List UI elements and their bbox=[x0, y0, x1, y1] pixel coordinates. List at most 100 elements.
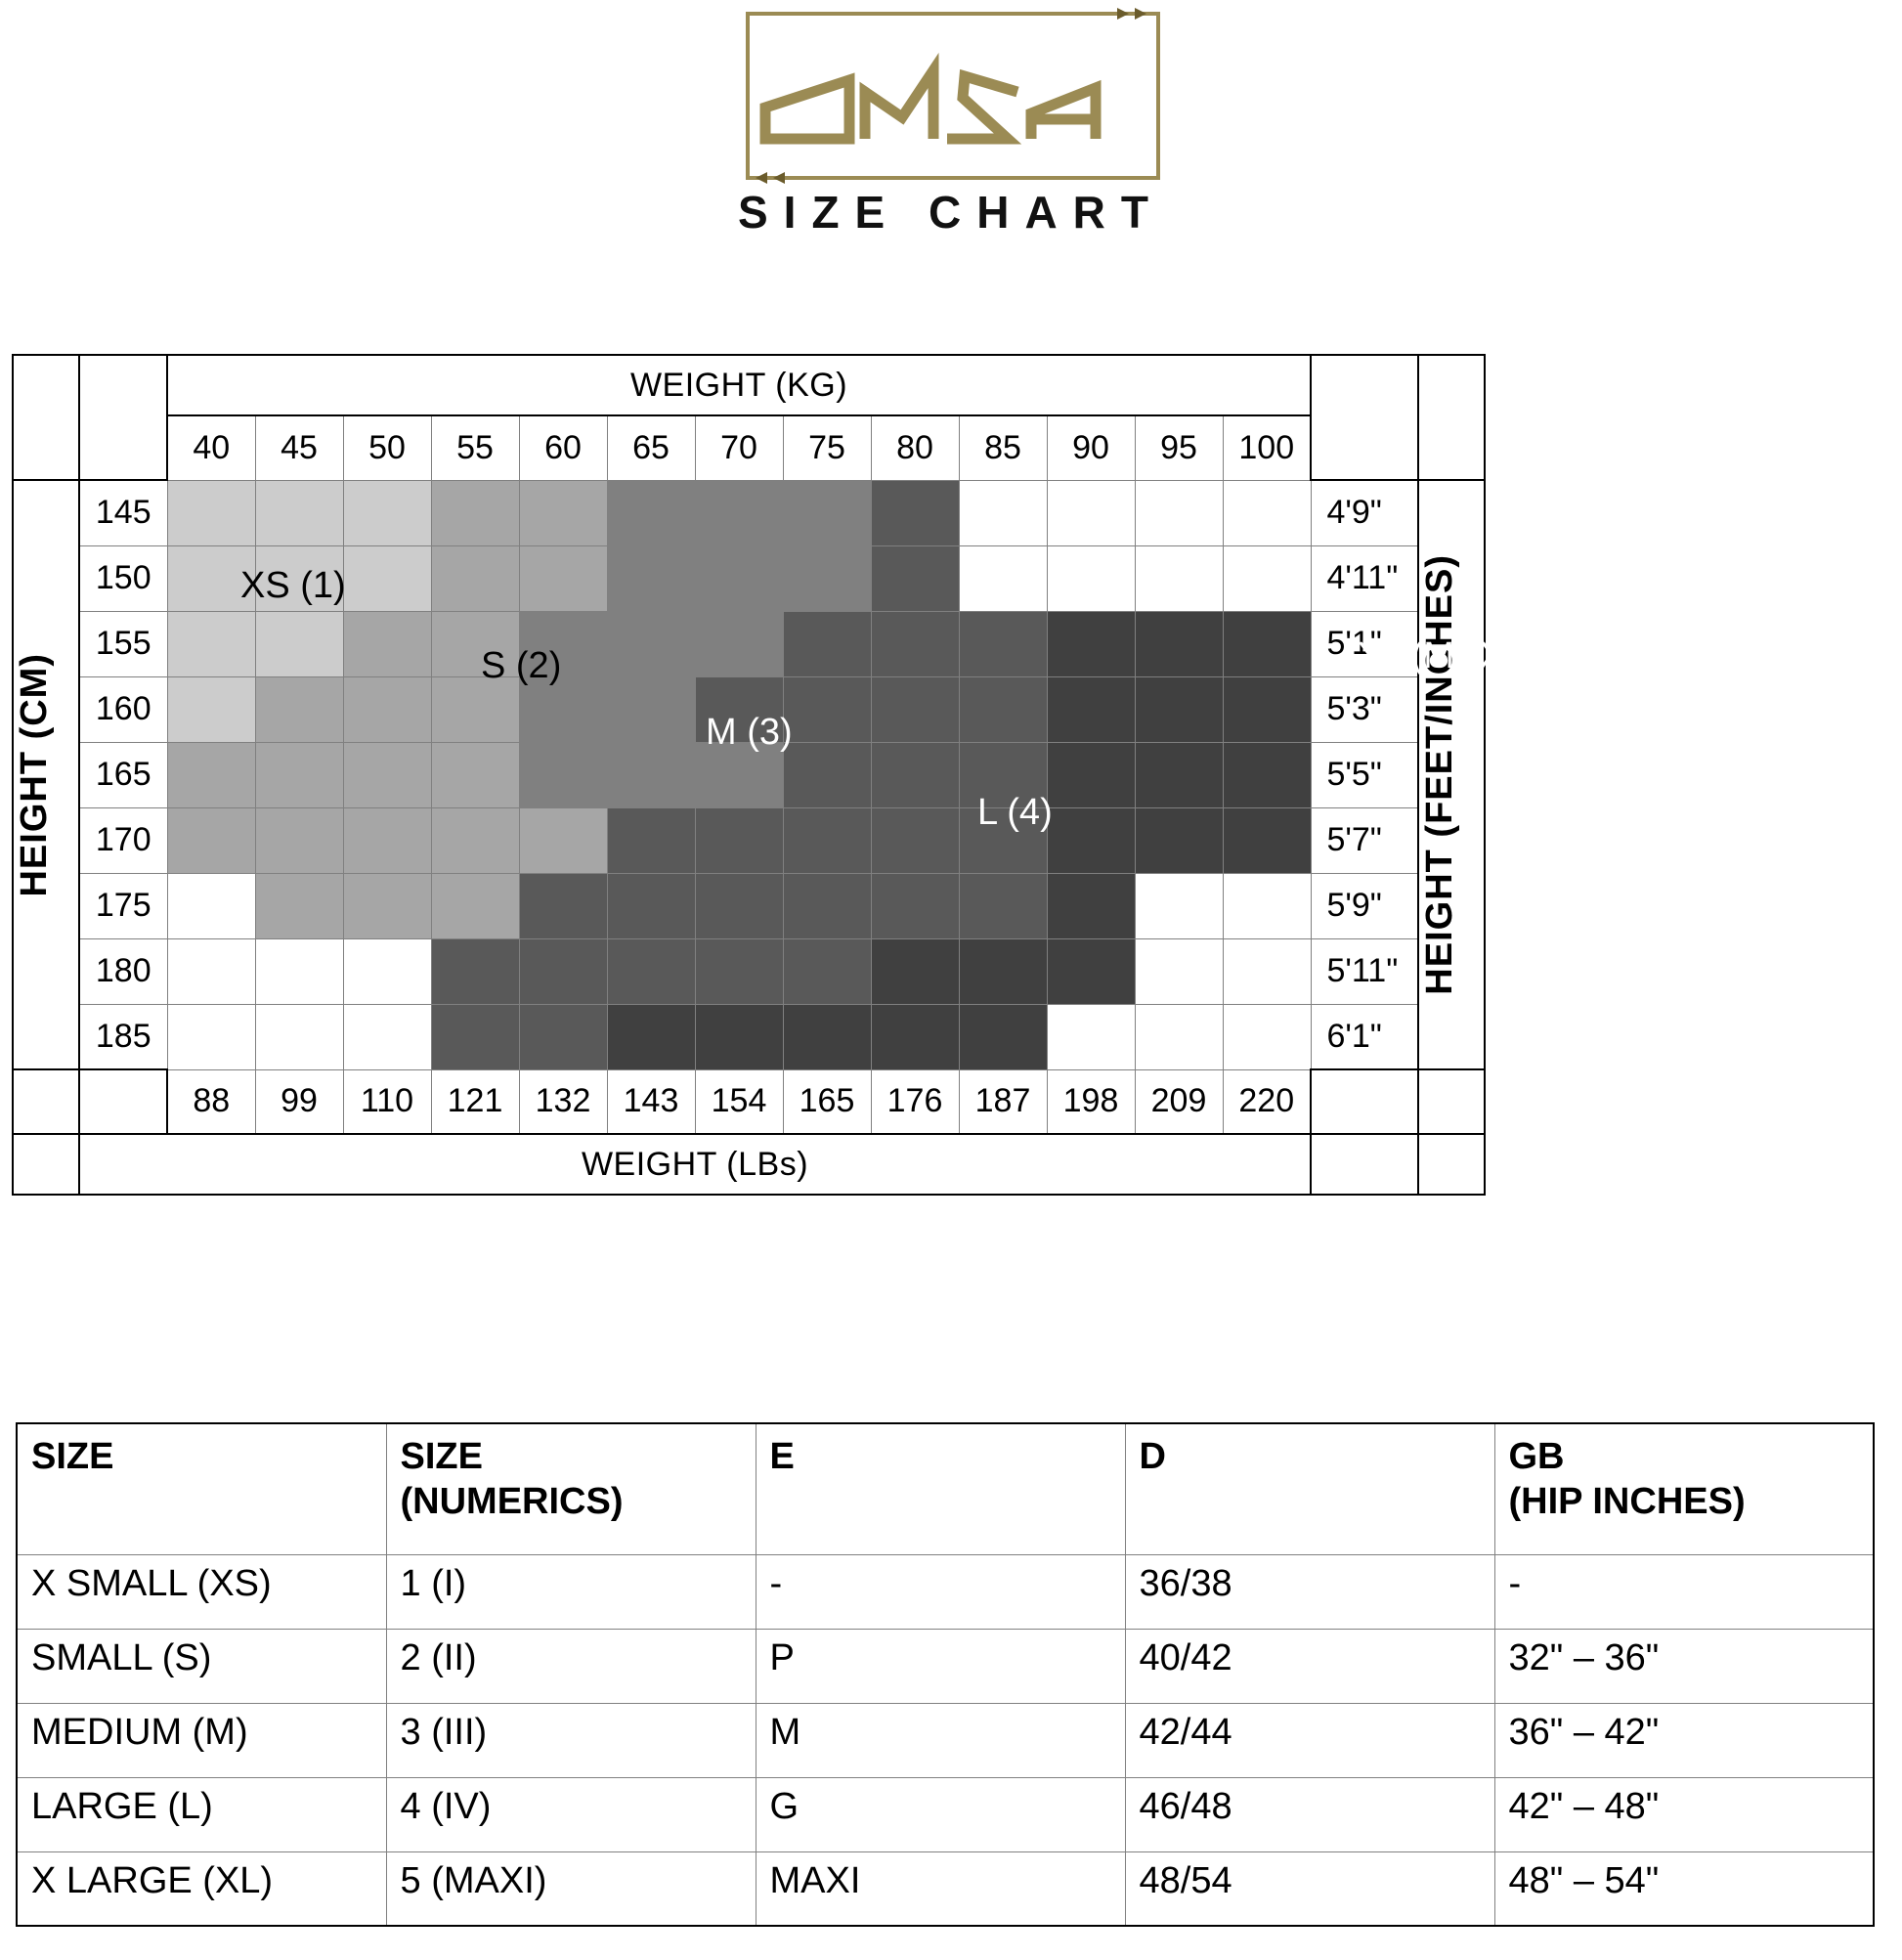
tick-cm-1: 150 bbox=[78, 544, 168, 612]
cell-185-85 bbox=[958, 1003, 1048, 1070]
logo-frame bbox=[732, 8, 1170, 184]
cell-150-45 bbox=[254, 544, 344, 612]
tick-lbs-10: 198 bbox=[1046, 1068, 1136, 1135]
cell-160-95 bbox=[1134, 675, 1224, 743]
table-row: X SMALL (XS) 1 (I) - 36/38 - bbox=[16, 1553, 1875, 1630]
tick-ft-7: 5'11" bbox=[1310, 937, 1419, 1005]
grid-corner-br3 bbox=[1310, 1133, 1419, 1196]
cell-145-95 bbox=[1134, 479, 1224, 546]
cell-165-85 bbox=[958, 741, 1048, 808]
col-header-gb-l2: (HIP INCHES) bbox=[1508, 1481, 1746, 1523]
cell-numeric-4: 5 (MAXI) bbox=[385, 1851, 756, 1927]
cell-d-3: 46/48 bbox=[1124, 1776, 1495, 1852]
cell-180-90 bbox=[1046, 937, 1136, 1005]
cell-155-90 bbox=[1046, 610, 1136, 677]
cell-170-45 bbox=[254, 806, 344, 874]
tick-kg-9: 85 bbox=[958, 414, 1048, 481]
arrow-left-icon-2 bbox=[773, 172, 785, 184]
col-header-gb: GB (HIP INCHES) bbox=[1493, 1422, 1875, 1555]
axis-label-weight-kg: WEIGHT (KG) bbox=[166, 354, 1312, 416]
grid-footer-row-lbs-ticks: 88 99 110 121 132 143 154 165 176 187 19… bbox=[12, 1068, 1486, 1135]
cell-size-3: LARGE (L) bbox=[16, 1776, 387, 1852]
cell-e-1: P bbox=[755, 1628, 1126, 1704]
cell-175-40 bbox=[166, 872, 256, 939]
tick-kg-4: 60 bbox=[518, 414, 608, 481]
grid-footer-row-lbs: WEIGHT (LBs) bbox=[12, 1133, 1486, 1196]
cell-170-50 bbox=[342, 806, 432, 874]
tick-lbs-6: 154 bbox=[694, 1068, 784, 1135]
tick-kg-3: 55 bbox=[430, 414, 520, 481]
tick-ft-1: 4'11" bbox=[1310, 544, 1419, 612]
cell-185-65 bbox=[606, 1003, 696, 1070]
cell-160-70 bbox=[694, 675, 784, 743]
cell-165-45 bbox=[254, 741, 344, 808]
cell-180-95 bbox=[1134, 937, 1224, 1005]
grid-row-170: 170 5'7" bbox=[13, 806, 1485, 874]
cell-155-75 bbox=[782, 610, 872, 677]
cell-145-40 bbox=[166, 479, 256, 546]
cell-d-0: 36/38 bbox=[1124, 1553, 1495, 1630]
cell-165-80 bbox=[870, 741, 960, 808]
cell-150-55 bbox=[430, 544, 520, 612]
cell-185-50 bbox=[342, 1003, 432, 1070]
tick-cm-0: 145 bbox=[78, 479, 168, 546]
grid-row-165: 165 5'5" bbox=[13, 741, 1485, 808]
omsa-wordmark-icon bbox=[759, 52, 1102, 145]
cell-160-45 bbox=[254, 675, 344, 743]
table-row: MEDIUM (M) 3 (III) M 42/44 36" – 42" bbox=[16, 1702, 1875, 1778]
cell-170-65 bbox=[606, 806, 696, 874]
cell-165-70 bbox=[694, 741, 784, 808]
cell-numeric-2: 3 (III) bbox=[385, 1702, 756, 1778]
axis-label-height-cm: HEIGHT (CM) bbox=[14, 652, 55, 897]
cell-160-75 bbox=[782, 675, 872, 743]
tick-lbs-12: 220 bbox=[1222, 1068, 1312, 1135]
tick-ft-3: 5'3" bbox=[1310, 675, 1419, 743]
tick-kg-6: 70 bbox=[694, 414, 784, 481]
cell-155-65 bbox=[606, 610, 696, 677]
col-header-e: E bbox=[755, 1422, 1126, 1555]
cell-155-60 bbox=[518, 610, 608, 677]
page-title: SIZE CHART bbox=[738, 187, 1164, 238]
cell-175-95 bbox=[1134, 872, 1224, 939]
cell-185-40 bbox=[166, 1003, 256, 1070]
cell-175-55 bbox=[430, 872, 520, 939]
tick-ft-4: 5'5" bbox=[1310, 741, 1419, 808]
tick-lbs-0: 88 bbox=[166, 1068, 256, 1135]
tick-kg-11: 95 bbox=[1134, 414, 1224, 481]
tick-lbs-4: 132 bbox=[518, 1068, 608, 1135]
tick-lbs-1: 99 bbox=[254, 1068, 344, 1135]
tick-lbs-8: 176 bbox=[870, 1068, 960, 1135]
cell-155-80 bbox=[870, 610, 960, 677]
col-header-size-numerics: SIZE (NUMERICS) bbox=[385, 1422, 756, 1555]
cell-170-95 bbox=[1134, 806, 1224, 874]
cell-gb-1: 32" – 36" bbox=[1493, 1628, 1875, 1704]
cell-165-100 bbox=[1222, 741, 1312, 808]
cell-150-50 bbox=[342, 544, 432, 612]
cell-180-70 bbox=[694, 937, 784, 1005]
tick-cm-3: 160 bbox=[78, 675, 168, 743]
cell-165-60 bbox=[518, 741, 608, 808]
grid-row-185: 185 6'1" bbox=[13, 1003, 1485, 1070]
col-header-gb-l1: GB bbox=[1508, 1436, 1565, 1477]
cell-145-50 bbox=[342, 479, 432, 546]
cell-180-80 bbox=[870, 937, 960, 1005]
cell-160-65 bbox=[606, 675, 696, 743]
grid-row-160: 160 5'3" bbox=[13, 675, 1485, 743]
grid-corner-bl bbox=[12, 1068, 80, 1135]
cell-numeric-1: 2 (II) bbox=[385, 1628, 756, 1704]
cell-180-50 bbox=[342, 937, 432, 1005]
tick-kg-10: 90 bbox=[1046, 414, 1136, 481]
cell-gb-0: - bbox=[1493, 1553, 1875, 1630]
cell-185-45 bbox=[254, 1003, 344, 1070]
cell-175-75 bbox=[782, 872, 872, 939]
cell-170-80 bbox=[870, 806, 960, 874]
grid-corner-br bbox=[1310, 1068, 1419, 1135]
table-row: LARGE (L) 4 (IV) G 46/48 42" – 48" bbox=[16, 1776, 1875, 1852]
cell-180-40 bbox=[166, 937, 256, 1005]
cell-150-70 bbox=[694, 544, 784, 612]
grid-corner-br2 bbox=[1417, 1068, 1486, 1135]
size-grid-table: WEIGHT (KG) 40 45 50 55 60 65 70 75 80 8… bbox=[12, 354, 1486, 1196]
cell-150-65 bbox=[606, 544, 696, 612]
cell-180-85 bbox=[958, 937, 1048, 1005]
col-header-size-numerics-l2: (NUMERICS) bbox=[400, 1481, 624, 1523]
